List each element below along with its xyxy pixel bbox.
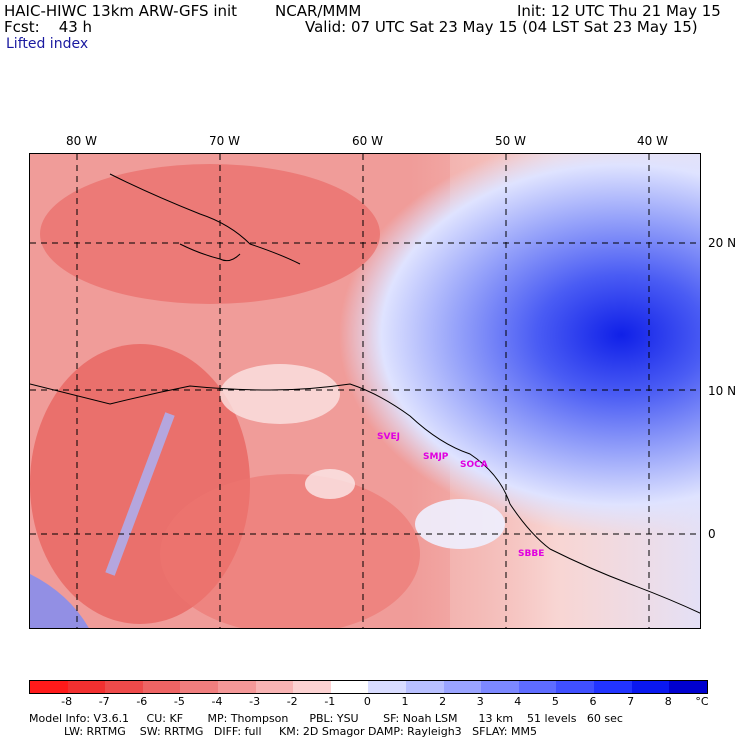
colorbar-tick-label: -8 (61, 695, 73, 708)
lon-label-60w: 60 W (352, 134, 383, 148)
colorbar-tick-label: -3 (249, 695, 261, 708)
colorbar-swatch (518, 681, 557, 693)
colorbar-tick-label: -7 (98, 695, 110, 708)
lat-label-10n: 10 N (708, 384, 737, 398)
city-label-sbbe: SBBE (518, 549, 545, 559)
colorbar-swatch (556, 681, 594, 693)
colorbar-tick-label: 8 (664, 695, 672, 708)
org-label: NCAR/MMM (275, 2, 362, 20)
colorbar-swatch (255, 681, 294, 693)
colorbar-swatch (30, 681, 68, 693)
colorbar (29, 680, 708, 694)
colorbar-swatch (405, 681, 444, 693)
map-canvas (30, 154, 700, 628)
colorbar-tick-label: 6 (589, 695, 597, 708)
colorbar-tick-label: -1 (324, 695, 336, 708)
colorbar-swatch (142, 681, 181, 693)
colorbar-unit: °C (695, 695, 709, 708)
lat-label-20n: 20 N (708, 236, 737, 250)
colorbar-tick-label: 4 (514, 695, 522, 708)
colorbar-swatch (67, 681, 106, 693)
colorbar-swatch (593, 681, 632, 693)
city-label-svej: SVEJ (377, 432, 400, 442)
colorbar-tick-label: 5 (551, 695, 559, 708)
colorbar-swatch (330, 681, 369, 693)
colorbar-swatch (443, 681, 482, 693)
lon-label-80w: 80 W (66, 134, 97, 148)
colorbar-swatch (631, 681, 670, 693)
lon-label-70w: 70 W (209, 134, 240, 148)
colorbar-tick-label: -4 (211, 695, 223, 708)
colorbar-tick-label: -2 (286, 695, 298, 708)
colorbar-tick-label: 2 (439, 695, 447, 708)
field-name: Lifted index (6, 36, 89, 52)
colorbar-swatch (217, 681, 256, 693)
colorbar-swatch (368, 681, 406, 693)
valid-time: Valid: 07 UTC Sat 23 May 15 (04 LST Sat … (305, 18, 698, 36)
forecast-hour: Fcst: 43 h (4, 18, 93, 36)
colorbar-tick-label: 1 (401, 695, 409, 708)
colorbar-tick-label: 0 (363, 695, 371, 708)
lifted-index-map (29, 153, 701, 629)
colorbar-swatch (180, 681, 218, 693)
model-info-line1: Model Info: V3.6.1 CU: KF MP: Thompson P… (29, 712, 623, 725)
model-title: HAIC-HIWC 13km ARW-GFS init (4, 2, 238, 20)
city-label-smjp: SMJP (423, 452, 449, 462)
model-info-line2: LW: RRTMG SW: RRTMG DIFF: full KM: 2D Sm… (29, 725, 537, 738)
colorbar-swatch (481, 681, 519, 693)
lat-label-0: 0 (708, 527, 716, 541)
colorbar-tick-label: 7 (627, 695, 635, 708)
init-time: Init: 12 UTC Thu 21 May 15 (517, 2, 721, 20)
city-label-soca: SOCA (460, 460, 488, 470)
lon-label-50w: 50 W (495, 134, 526, 148)
lon-label-40w: 40 W (637, 134, 668, 148)
colorbar-swatch (105, 681, 143, 693)
colorbar-tick-label: -5 (173, 695, 185, 708)
colorbar-tick-label: -6 (136, 695, 148, 708)
colorbar-swatch (669, 681, 707, 693)
colorbar-tick-label: 3 (476, 695, 484, 708)
colorbar-swatch (293, 681, 331, 693)
